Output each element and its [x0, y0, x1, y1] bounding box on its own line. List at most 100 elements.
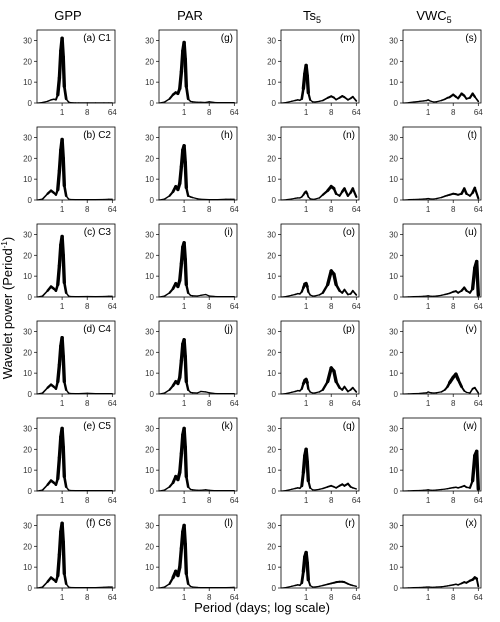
panel-label: (f) C6 [86, 518, 111, 529]
x-tick-label: 1 [60, 205, 65, 214]
series-line-segment [307, 479, 312, 489]
series-line-segment [205, 391, 210, 394]
x-tick-label: 1 [304, 302, 309, 311]
series-line-segment [463, 187, 468, 195]
x-tick-label: 1 [426, 399, 431, 408]
panel-label: (r) [345, 518, 355, 529]
x-tick-label: 8 [329, 593, 334, 602]
y-tick-label: 0 [394, 99, 399, 108]
panel-5: 0 10 20 30 1 8 64 (f) C6 [23, 514, 117, 602]
series-line-segment [183, 354, 189, 384]
y-tick-label: 20 [145, 154, 154, 163]
panel-0: 0 10 20 30 1 8 64 (a) C1 [23, 29, 117, 117]
series-line-segment [286, 100, 293, 103]
x-tick-label: 8 [329, 108, 334, 117]
panel-label: (b) C2 [83, 130, 111, 141]
panel-label: (w) [463, 421, 477, 432]
series-line-segment [178, 70, 184, 91]
y-tick-label: 20 [145, 445, 154, 454]
panel-1: 0 10 20 30 1 8 64 (b) C2 [23, 126, 117, 214]
series-line-segment [158, 198, 166, 201]
series-line-segment [306, 381, 310, 390]
x-tick-label: 64 [230, 205, 239, 214]
y-tick-label: 20 [267, 251, 276, 260]
x-tick-label: 8 [207, 593, 212, 602]
series-line-segment [65, 98, 70, 103]
panel-label: (k) [221, 421, 233, 432]
series-line-segment [57, 49, 63, 80]
x-tick-label: 64 [474, 108, 483, 117]
y-tick-label: 30 [23, 327, 32, 336]
y-tick-label: 10 [145, 369, 154, 378]
panel-label: (u) [465, 227, 477, 238]
y-tick-label: 20 [145, 251, 154, 260]
series-line-segment [179, 342, 185, 363]
y-tick-label: 0 [28, 390, 33, 399]
series-line-segment [304, 63, 309, 78]
panel-14: 0 10 20 30 1 8 64 (o) [267, 223, 361, 311]
y-tick-label: 10 [145, 272, 154, 281]
series-line-segment [205, 293, 210, 297]
series-line-segment [313, 197, 320, 200]
series-line-segment [178, 546, 184, 569]
x-tick-label: 64 [108, 496, 117, 505]
x-tick-label: 1 [426, 108, 431, 117]
series-line-segment [178, 451, 184, 474]
x-tick-label: 8 [85, 593, 90, 602]
y-tick-label: 10 [267, 272, 276, 281]
y-tick-label: 30 [267, 424, 276, 433]
series-line-segment [334, 380, 341, 390]
x-tick-label: 64 [230, 302, 239, 311]
panel-frame [36, 320, 116, 395]
x-axis-title: Period (days; log scale) [194, 600, 330, 615]
panel-12: 0 10 20 30 1 8 64 (m) [267, 29, 361, 117]
panel-22: 0 10 20 30 1 8 64 (w) [389, 417, 483, 505]
x-tick-label: 1 [60, 399, 65, 408]
y-tick-label: 0 [28, 196, 33, 205]
panel-18: 0 10 20 30 1 8 64 (s) [389, 29, 483, 117]
x-tick-label: 8 [85, 205, 90, 214]
y-tick-label: 10 [389, 563, 398, 572]
x-tick-label: 64 [352, 205, 361, 214]
y-tick-label: 10 [23, 78, 32, 87]
y-tick-label: 0 [28, 487, 33, 496]
panel-3: 0 10 20 30 1 8 64 (d) C4 [23, 320, 117, 408]
x-tick-label: 64 [474, 593, 483, 602]
panel-7: 0 10 20 30 1 8 64 (h) [145, 126, 239, 214]
series-line-segment [63, 572, 68, 586]
y-tick-label: 10 [267, 466, 276, 475]
panel-16: 0 10 20 30 1 8 64 (q) [267, 417, 361, 505]
y-tick-label: 30 [145, 327, 154, 336]
y-tick-label: 30 [267, 230, 276, 239]
y-tick-label: 10 [267, 78, 276, 87]
series-line-segment [305, 460, 311, 483]
y-tick-label: 30 [23, 133, 32, 142]
y-tick-label: 10 [145, 78, 154, 87]
y-tick-label: 10 [389, 369, 398, 378]
series-line-segment [351, 289, 358, 296]
y-tick-label: 10 [23, 563, 32, 572]
series-line-segment [286, 294, 293, 297]
panel-frame [280, 514, 360, 589]
panel-frame [402, 223, 482, 298]
y-tick-label: 20 [389, 348, 398, 357]
panel-frame [402, 320, 482, 395]
x-tick-label: 8 [207, 205, 212, 214]
panel-frame [280, 29, 360, 104]
panel-label: (v) [465, 324, 477, 335]
y-tick-label: 20 [23, 251, 32, 260]
series-line-segment [62, 84, 68, 101]
x-tick-label: 8 [451, 496, 456, 505]
y-tick-label: 0 [394, 390, 399, 399]
series-line-segment [183, 160, 189, 190]
series-line-segment [280, 489, 288, 492]
series-line-segment [158, 295, 166, 298]
x-tick-label: 1 [304, 496, 309, 505]
series-line-segment [351, 95, 358, 102]
series-line-segment [286, 488, 293, 491]
x-tick-label: 1 [304, 399, 309, 408]
series-line-segment [470, 266, 477, 291]
y-tick-label: 30 [389, 424, 398, 433]
x-tick-label: 1 [426, 496, 431, 505]
